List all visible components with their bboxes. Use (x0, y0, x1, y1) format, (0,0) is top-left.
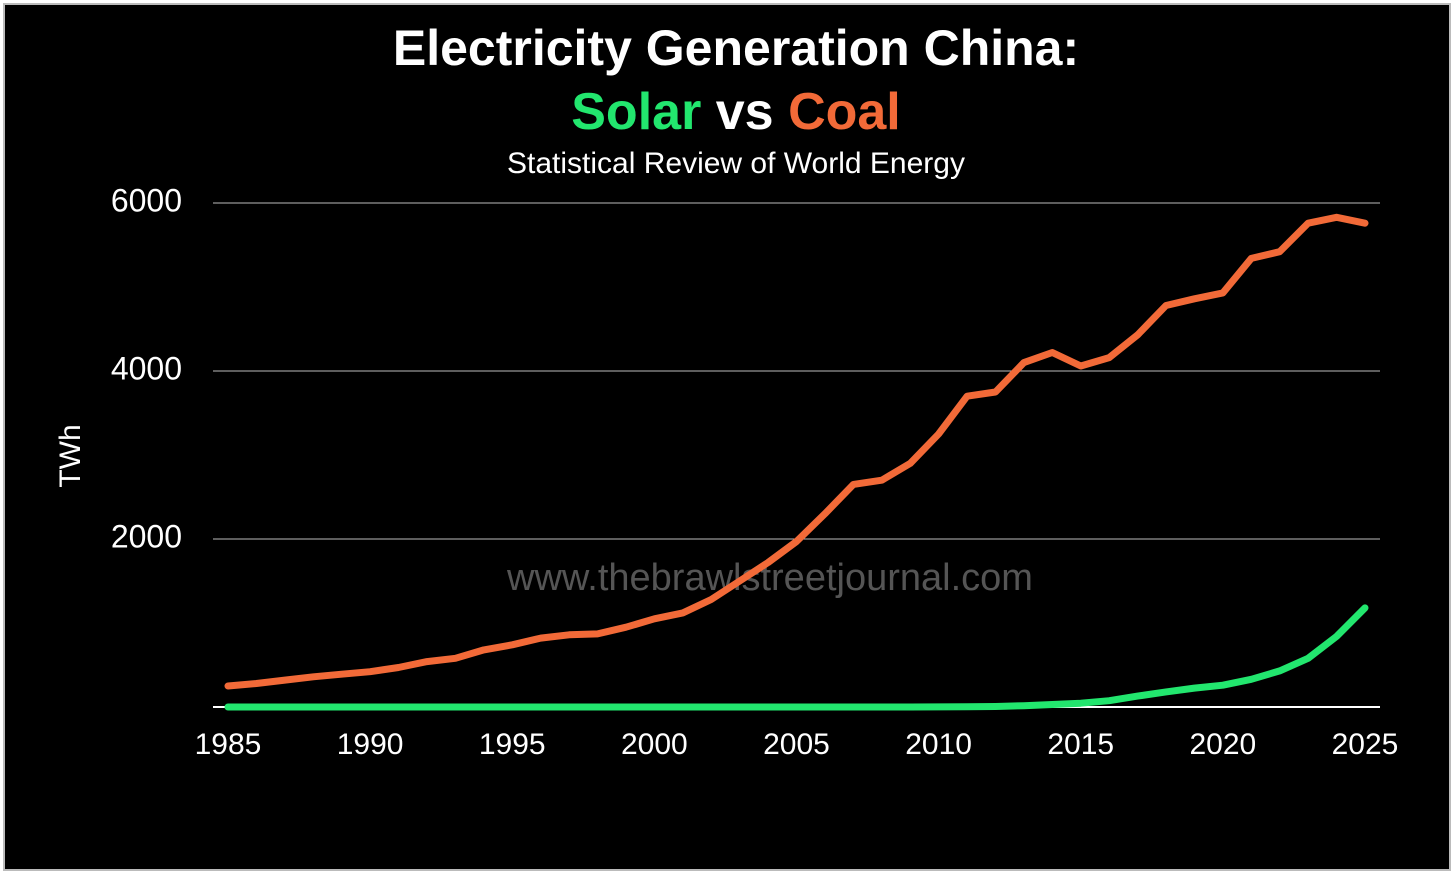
x-tick-label: 2020 (1190, 728, 1257, 761)
x-tick-label: 1995 (479, 728, 546, 761)
x-tick-label: 2015 (1047, 728, 1114, 761)
title-vs: vs (716, 83, 774, 141)
chart-subtitle: Statistical Review of World Energy (507, 147, 965, 180)
series-line (224, 213, 1369, 690)
y-axis-label: TWh (54, 424, 87, 487)
y-tick-label: 6000 (111, 182, 182, 218)
x-tick-label: 1990 (337, 728, 404, 761)
x-tick-label: 2010 (905, 728, 972, 761)
x-tick-label: 2005 (763, 728, 830, 761)
y-tick-label: 4000 (111, 350, 182, 386)
y-tick-label: 2000 (111, 518, 182, 554)
chart-title: Electricity Generation China: (393, 20, 1079, 76)
title-solar: Solar (571, 83, 701, 141)
background (3, 3, 1451, 871)
x-tick-label: 2000 (621, 728, 688, 761)
title-coal: Coal (788, 83, 901, 141)
series-line (224, 604, 1369, 711)
chart-title-line2: Solar vs Coal (571, 83, 901, 141)
x-tick-label: 1985 (195, 728, 262, 761)
x-tick-label: 2025 (1332, 728, 1399, 761)
